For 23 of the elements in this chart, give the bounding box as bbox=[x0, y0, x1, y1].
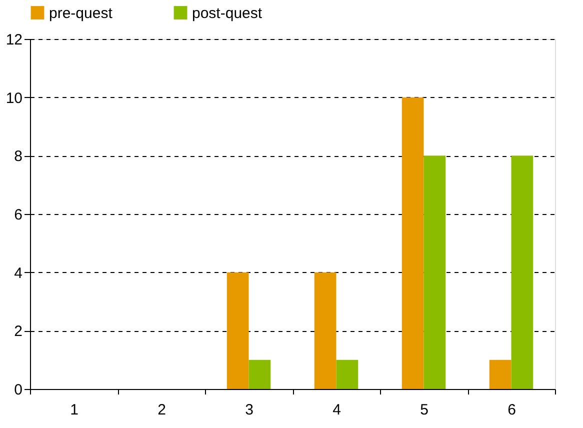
bar bbox=[424, 156, 446, 389]
x-tick-label: 3 bbox=[245, 402, 254, 418]
x-tick-label: 4 bbox=[332, 402, 341, 418]
bar bbox=[248, 360, 271, 389]
y-tick-label: 0 bbox=[14, 382, 22, 398]
bar bbox=[336, 360, 358, 389]
bar bbox=[511, 156, 534, 389]
y-tick-label: 12 bbox=[6, 32, 22, 48]
y-tick-label: 10 bbox=[6, 90, 22, 107]
x-tick-label: 1 bbox=[70, 402, 78, 418]
legend-label: pre-quest bbox=[49, 4, 114, 22]
x-tick-label: 5 bbox=[420, 402, 428, 418]
y-tick-label: 2 bbox=[14, 323, 22, 340]
bar bbox=[402, 97, 424, 389]
bar bbox=[226, 272, 249, 389]
legend-label: post-quest bbox=[192, 4, 263, 22]
y-tick-label: 8 bbox=[14, 148, 22, 166]
bar bbox=[314, 272, 336, 389]
y-tick-label: 4 bbox=[14, 264, 22, 282]
bar bbox=[489, 360, 512, 389]
x-tick-label: 2 bbox=[158, 402, 166, 418]
y-tick-label: 6 bbox=[14, 206, 22, 224]
x-tick-label: 6 bbox=[508, 402, 516, 418]
